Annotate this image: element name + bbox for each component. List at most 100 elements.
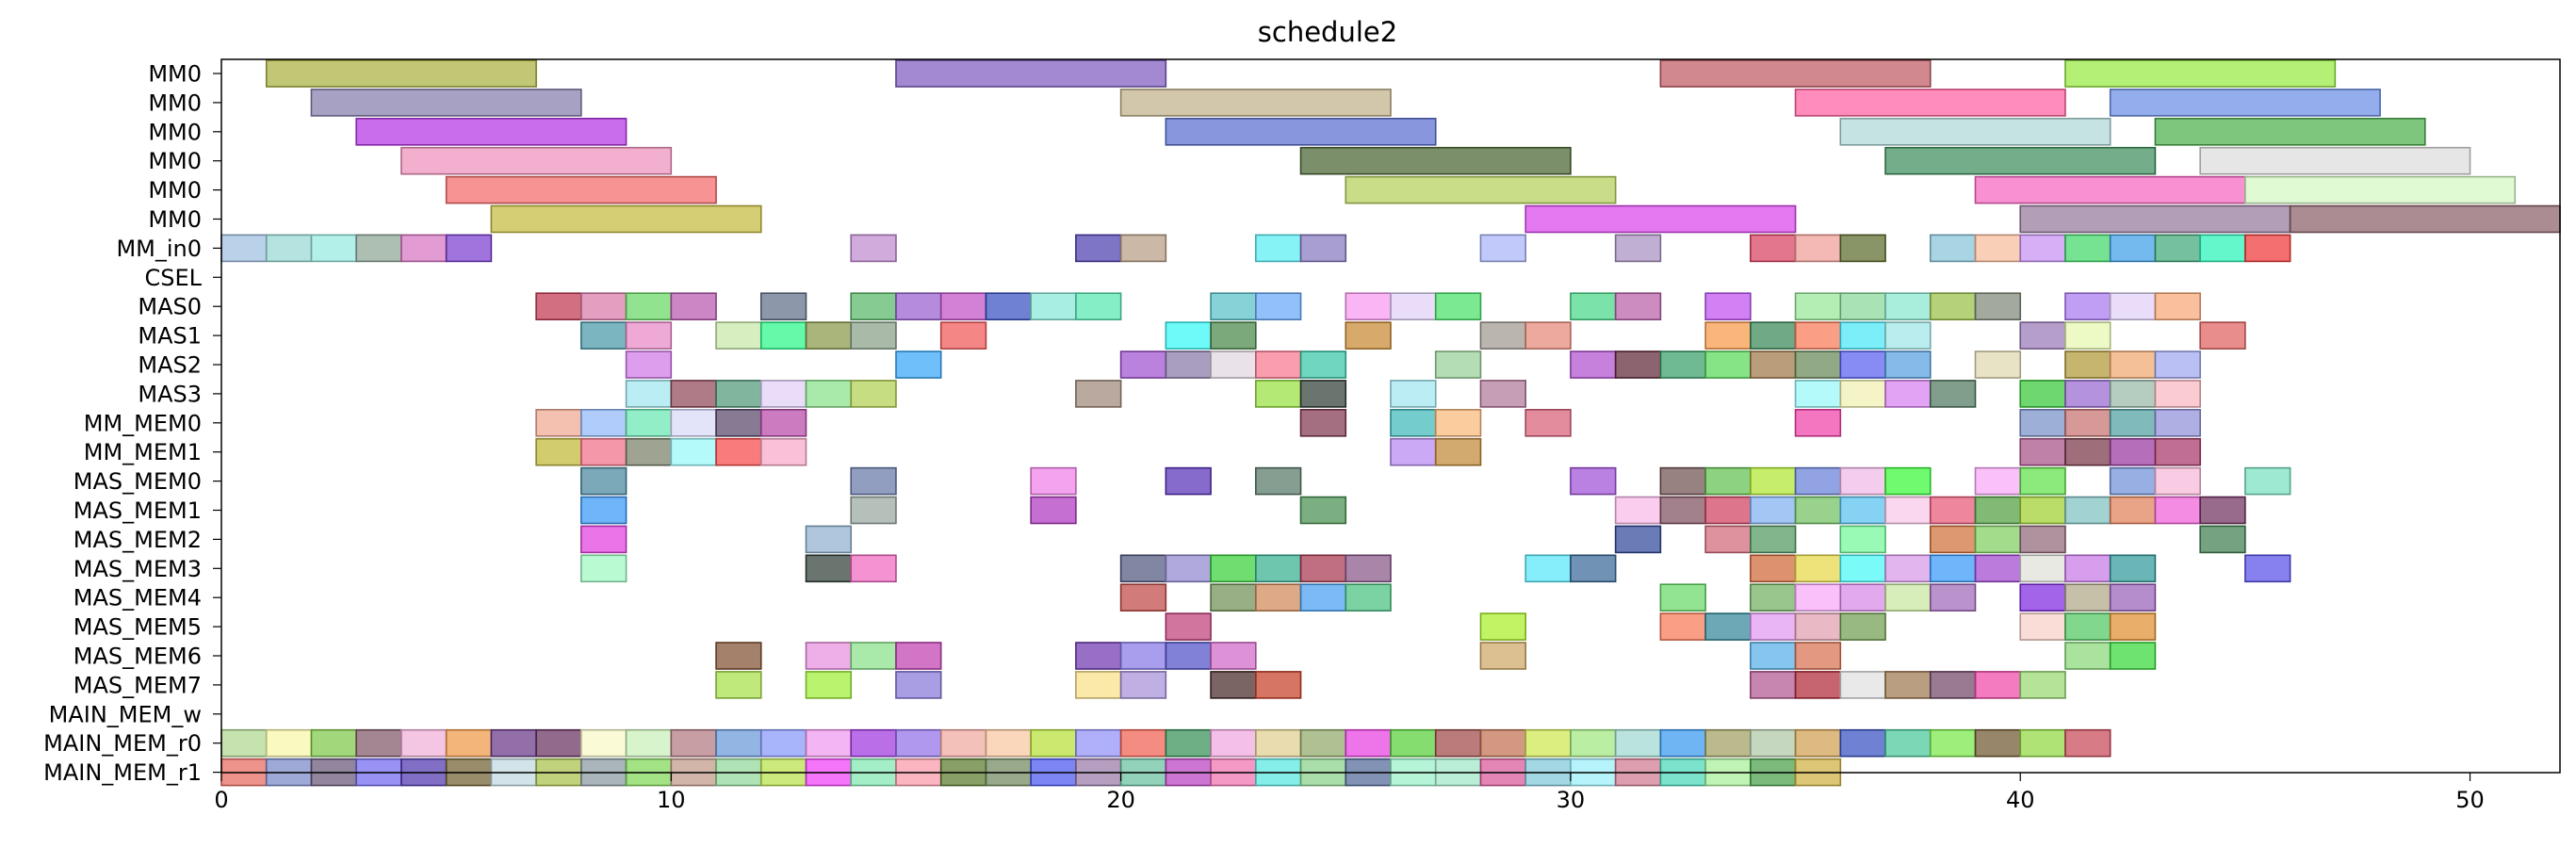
x-tick-label: 20 [1106, 787, 1135, 813]
schedule-bar [1884, 321, 1932, 350]
schedule-bar [2019, 583, 2066, 612]
schedule-bar [1165, 466, 1212, 496]
schedule-bar [1255, 351, 1302, 379]
schedule-bar [1075, 234, 1122, 263]
schedule-bar [1929, 554, 1977, 583]
x-tick-label: 10 [657, 787, 686, 813]
schedule-bar [1479, 728, 1526, 758]
schedule-bar [1570, 292, 1617, 321]
schedule-bar [580, 554, 628, 583]
schedule-bar [1299, 728, 1347, 758]
x-axis: 0 10 20 30 40 50 [214, 773, 2485, 813]
schedule-bar [1524, 728, 1572, 758]
schedule-bar [2064, 496, 2111, 525]
schedule-bar [580, 496, 628, 525]
schedule-bar [1839, 671, 1886, 699]
schedule-bar [1210, 671, 1257, 699]
schedule-bar [625, 437, 673, 466]
schedule-bar [1884, 146, 2157, 175]
schedule-bar [1794, 351, 1842, 379]
schedule-bar [850, 292, 897, 321]
schedule-bar [1659, 466, 1706, 496]
schedule-bar [355, 118, 628, 146]
schedule-bar [310, 234, 357, 263]
schedule-bar [310, 89, 582, 117]
schedule-bar [1884, 554, 1932, 583]
y-axis: MM0MM0MM0MM0MM0MM0MM_in0CSELMAS0MAS1MAS2… [43, 61, 221, 786]
schedule-bar [1839, 351, 1886, 379]
x-tick-label: 40 [2006, 787, 2035, 813]
schedule-bar [670, 380, 717, 408]
schedule-bar [1750, 642, 1797, 670]
schedule-bar [1839, 525, 1886, 554]
schedule-bar [355, 728, 402, 758]
schedule-bar [939, 321, 987, 350]
y-tick-label: MM0 [148, 206, 202, 233]
schedule-bar [1119, 728, 1167, 758]
schedule-bar [670, 437, 717, 466]
schedule-bar [1974, 351, 2022, 379]
schedule-bar [1839, 234, 1886, 263]
schedule-bar [1614, 234, 1662, 263]
schedule-bar [1929, 496, 1977, 525]
schedule-bar [1750, 554, 1797, 583]
schedule-bar [2154, 496, 2201, 525]
schedule-bar [2154, 408, 2201, 437]
schedule-bar [895, 351, 942, 379]
schedule-bar [715, 642, 762, 670]
schedule-bar [2064, 554, 2111, 583]
y-tick-label: MAS1 [138, 323, 202, 350]
schedule-bar [1750, 496, 1797, 525]
schedule-bar [1210, 351, 1257, 379]
schedule-bar [1075, 642, 1122, 670]
x-tick-label: 0 [214, 787, 228, 813]
schedule-bar [2019, 612, 2066, 641]
schedule-bar [1704, 612, 1752, 641]
schedule-bar [220, 234, 268, 263]
schedule-bar [670, 292, 717, 321]
schedule-bar [850, 234, 897, 263]
schedule-bar [670, 408, 717, 437]
schedule-bar [1165, 321, 1212, 350]
schedule-bar [2154, 234, 2201, 263]
schedule-bar [1479, 380, 1526, 408]
schedule-bar [1255, 380, 1302, 408]
schedule-bar [1255, 292, 1302, 321]
schedule-bar [1704, 466, 1752, 496]
schedule-bar [759, 380, 807, 408]
schedule-bar [759, 728, 807, 758]
schedule-bar [2064, 321, 2111, 350]
x-tick-label: 50 [2455, 787, 2485, 813]
schedule-bar [1390, 292, 1437, 321]
schedule-bar [1119, 583, 1167, 612]
schedule-bar [2289, 204, 2561, 234]
schedule-bar [1524, 204, 1797, 234]
schedule-bar [1299, 408, 1347, 437]
schedule-bar [939, 292, 987, 321]
schedule-bar [2154, 351, 2201, 379]
schedule-bar [580, 321, 628, 350]
schedule-bar [850, 554, 897, 583]
y-tick-label: CSEL [144, 265, 202, 291]
schedule-bar [1839, 466, 1886, 496]
schedule-bar [2154, 118, 2426, 146]
schedule-bar [1210, 728, 1257, 758]
schedule-bar [2154, 437, 2201, 466]
schedule-bar [2064, 728, 2111, 758]
schedule-bar [1345, 175, 1617, 204]
schedule-bar [1345, 292, 1392, 321]
schedule-bar [2064, 380, 2111, 408]
schedule-bar [2109, 351, 2157, 379]
schedule-bar [1794, 466, 1842, 496]
schedule-bar [1210, 321, 1257, 350]
schedule-bar [265, 728, 313, 758]
bar-layer [220, 59, 2561, 787]
y-tick-label: MAS_MEM0 [73, 468, 202, 495]
schedule-bar [1345, 583, 1392, 612]
schedule-bar [1659, 351, 1706, 379]
schedule-bar [1974, 292, 2022, 321]
schedule-bar [1839, 380, 1886, 408]
schedule-bar [1974, 234, 2022, 263]
schedule-bar [1614, 525, 1662, 554]
schedule-bar [2109, 408, 2157, 437]
